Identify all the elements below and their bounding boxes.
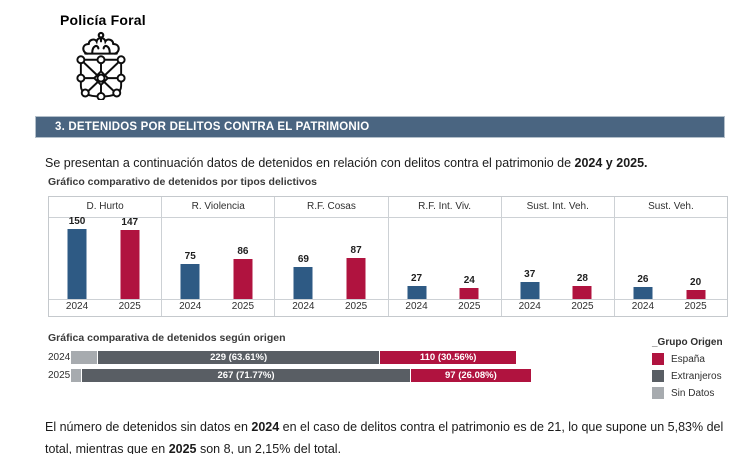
footer-paragraph: El número de detenidos sin datos en 2024… bbox=[45, 419, 724, 454]
chart1-title: Gráfico comparativo de detenidos por tip… bbox=[48, 176, 317, 188]
bar-2024 bbox=[520, 281, 540, 299]
bar-2024 bbox=[67, 228, 87, 299]
bar-2025 bbox=[459, 287, 479, 299]
chart2-title: Gráfica comparativa de detenidos según o… bbox=[48, 332, 286, 344]
stacked-bar-chart-by-origin: 2024 229 (63.61%) 110 (30.56%) 2025 267 … bbox=[48, 350, 532, 386]
legend-grupo-origen: _Grupo Origen España Extranjeros Sin Dat… bbox=[652, 337, 723, 404]
year-label: 2025 bbox=[571, 301, 594, 312]
panel-label: D. Hurto bbox=[49, 197, 162, 218]
bar-2024 bbox=[407, 286, 427, 299]
bar-2024 bbox=[180, 263, 200, 299]
panel-label: Sust. Int. Veh. bbox=[501, 197, 614, 218]
extranjeros-swatch-icon bbox=[652, 370, 664, 382]
panel-label: Sust. Veh. bbox=[614, 197, 728, 218]
bar-2024 bbox=[293, 266, 313, 299]
year-label: 2024 bbox=[405, 301, 428, 312]
bar-value-label: 27 bbox=[410, 273, 423, 285]
stacked-row-2024: 2024 229 (63.61%) 110 (30.56%) bbox=[48, 350, 532, 364]
bar-chart-by-crime-type: D. Hurto 150 147 2024 2025 R. Violencia 7… bbox=[48, 196, 728, 317]
legend-title: _Grupo Origen bbox=[652, 337, 723, 348]
bar-value-label: 26 bbox=[637, 273, 649, 285]
year-label: 2024 bbox=[518, 301, 541, 312]
logo-text: Policía Foral bbox=[60, 12, 146, 28]
sin-datos-swatch-icon bbox=[652, 387, 664, 399]
bar-2024 bbox=[633, 286, 653, 299]
year-label: 2024 bbox=[179, 301, 202, 312]
panel-sust-veh: Sust. Veh. 26 20 2024 2025 bbox=[614, 197, 728, 316]
espana-swatch-icon bbox=[652, 353, 664, 365]
year-label: 2025 bbox=[118, 301, 141, 312]
bar-2025 bbox=[120, 229, 140, 299]
bar-2025 bbox=[233, 258, 253, 299]
segment-sin-datos bbox=[71, 350, 97, 364]
row-year-label: 2025 bbox=[48, 369, 71, 381]
legend-item-extranjeros: Extranjeros bbox=[652, 370, 723, 382]
stacked-row-2025: 2025 267 (71.77%) 97 (26.08%) bbox=[48, 368, 532, 382]
bar-value-label: 20 bbox=[690, 276, 702, 288]
segment-sin-datos bbox=[71, 368, 81, 382]
panel-rf-int-viv: R.F. Int. Viv. 27 24 2024 2025 bbox=[388, 197, 502, 316]
legend-item-espana: España bbox=[652, 353, 723, 365]
year-label: 2025 bbox=[684, 301, 707, 312]
segment-extranjeros: 229 (63.61%) bbox=[97, 350, 380, 364]
panel-label: R. Violencia bbox=[162, 197, 275, 218]
panel-label: R.F. Int. Viv. bbox=[388, 197, 501, 218]
row-year-label: 2024 bbox=[48, 351, 71, 363]
bar-value-label: 150 bbox=[68, 215, 86, 227]
bar-2025 bbox=[346, 258, 366, 299]
bar-value-label: 75 bbox=[184, 250, 196, 262]
section-title: 3. DETENIDOS POR DELITOS CONTRA EL PATRI… bbox=[55, 121, 370, 133]
policia-foral-logo: Policía Foral bbox=[60, 12, 146, 105]
year-label: 2025 bbox=[344, 301, 368, 312]
bar-2025 bbox=[572, 285, 592, 299]
segment-espana: 97 (26.08%) bbox=[411, 368, 531, 382]
panel-sust-int-veh: Sust. Int. Veh. 37 28 2024 2025 bbox=[501, 197, 615, 316]
segment-extranjeros: 267 (71.77%) bbox=[81, 368, 411, 382]
intro-paragraph: Se presentan a continuación datos de det… bbox=[45, 155, 648, 170]
bar-value-label: 28 bbox=[576, 272, 588, 284]
bar-value-label: 24 bbox=[463, 274, 475, 286]
year-label: 2024 bbox=[631, 301, 655, 312]
panel-r-violencia: R. Violencia 75 86 2024 2025 bbox=[162, 197, 276, 316]
year-label: 2025 bbox=[458, 301, 481, 312]
panel-label: R.F. Cosas bbox=[275, 197, 388, 218]
bar-value-label: 147 bbox=[121, 216, 139, 228]
bar-value-label: 86 bbox=[237, 245, 249, 257]
panel-d-hurto: D. Hurto 150 147 2024 2025 bbox=[49, 197, 163, 316]
section-header-bar: 3. DETENIDOS POR DELITOS CONTRA EL PATRI… bbox=[35, 116, 725, 138]
legend-item-sin-datos: Sin Datos bbox=[652, 387, 723, 399]
year-label: 2024 bbox=[292, 301, 315, 312]
bar-value-label: 37 bbox=[524, 268, 536, 280]
year-label: 2025 bbox=[231, 301, 255, 312]
panel-rf-cosas: R.F. Cosas 69 87 2024 2025 bbox=[275, 197, 389, 316]
segment-espana: 110 (30.56%) bbox=[380, 350, 516, 364]
bar-2025 bbox=[686, 289, 706, 299]
year-label: 2024 bbox=[65, 301, 89, 312]
bar-value-label: 69 bbox=[297, 253, 309, 265]
navarre-crest-icon bbox=[70, 30, 146, 105]
bar-value-label: 87 bbox=[350, 245, 362, 257]
